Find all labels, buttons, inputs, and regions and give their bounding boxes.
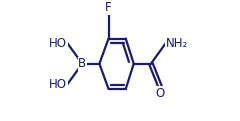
Text: NH₂: NH₂ [166,37,188,50]
Text: O: O [156,87,165,100]
Text: B: B [78,57,86,70]
Text: HO: HO [49,78,67,91]
Text: F: F [105,1,112,15]
Text: HO: HO [49,37,67,50]
